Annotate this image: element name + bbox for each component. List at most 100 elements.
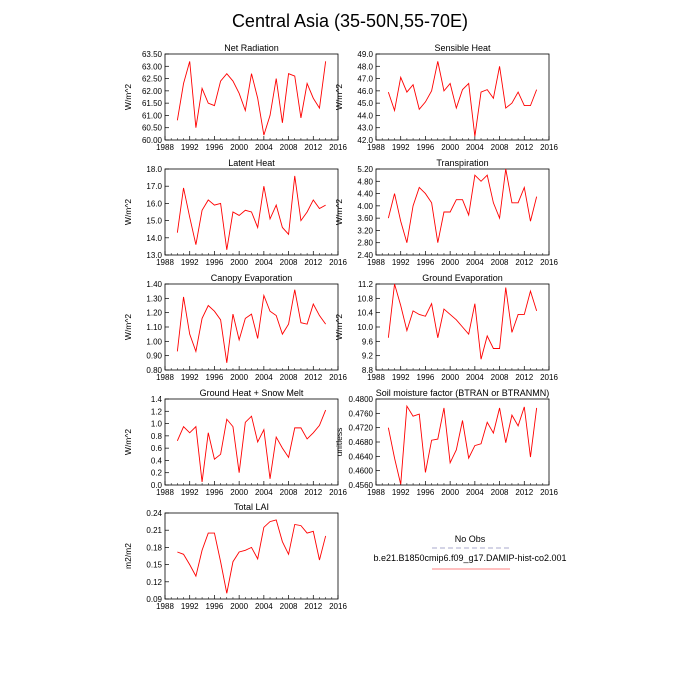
panel-0: Net Radiation 1988 1992 1996 2000 2004 2008 201… [123,43,347,152]
x-tick-label: 2008 [280,258,298,267]
y-tick-label: 44.0 [357,111,373,120]
x-tick-label: 2004 [255,488,273,497]
x-tick-label: 2012 [304,488,322,497]
x-tick-label: 1996 [206,602,224,611]
y-tick-label: 0.4600 [349,467,374,476]
x-tick-label: 1988 [156,143,174,152]
y-axis-label: W/m^2 [334,199,344,225]
panel-7: Soil moisture factor (BTRAN or BTRANMN) 1… [334,388,558,497]
x-tick-label: 1992 [181,143,199,152]
y-tick-label: 15.0 [146,217,162,226]
x-tick-label: 2000 [441,258,459,267]
series-line [176,61,327,136]
y-tick-label: 61.50 [142,99,163,108]
panel-4: Canopy Evaporation 1988 1992 1996 2000 2004 20… [123,273,347,382]
y-tick-label: 1.10 [146,323,162,332]
series-line [176,175,326,250]
y-tick-label: 10.8 [357,294,373,303]
x-tick-label: 2004 [255,373,273,382]
y-tick-label: 4.80 [357,177,373,186]
y-tick-label: 3.60 [357,214,373,223]
y-tick-label: 0.6 [151,444,163,453]
y-tick-label: 1.00 [146,337,162,346]
y-tick-label: 8.8 [362,366,374,375]
y-tick-label: 0.18 [146,543,162,552]
x-tick-label: 2008 [280,373,298,382]
y-tick-label: 63.00 [142,62,163,71]
y-tick-label: 13.0 [146,251,162,260]
x-tick-label: 1988 [156,258,174,267]
y-tick-label: 18.0 [146,165,162,174]
x-tick-label: 1996 [417,373,435,382]
series-line [176,409,327,482]
x-tick-label: 2012 [304,143,322,152]
panel-1: Sensible Heat 1988 1992 1996 2000 2004 2008 201… [334,43,558,152]
x-tick-label: 1992 [392,258,410,267]
series-line [387,168,538,243]
series-line [387,61,538,137]
x-tick-label: 2000 [441,373,459,382]
y-tick-label: 61.00 [142,111,163,120]
y-tick-label: 0.09 [146,595,162,604]
series-line [387,283,538,360]
plot-frame [164,53,339,141]
y-tick-label: 0.4 [151,456,163,465]
y-tick-label: 60.00 [142,136,163,145]
y-axis-label: m2/m2 [123,543,133,569]
x-tick-label: 2004 [466,143,484,152]
y-tick-label: 3.20 [357,226,373,235]
plot-frame [164,283,339,371]
x-tick-label: 2004 [255,258,273,267]
y-axis-label: W/m^2 [123,84,133,110]
y-tick-label: 10.4 [357,309,373,318]
legend-label-no-obs: No Obs [455,534,486,544]
y-tick-label: 47.0 [357,75,373,84]
panel-title: Ground Evaporation [422,273,503,283]
y-tick-label: 5.20 [357,165,373,174]
x-tick-label: 2012 [304,602,322,611]
x-tick-label: 2004 [255,143,273,152]
x-tick-label: 2016 [540,143,558,152]
x-tick-label: 1988 [367,373,385,382]
x-tick-label: 2016 [329,258,347,267]
series-line [176,289,327,363]
y-tick-label: 0.4680 [349,438,374,447]
y-tick-label: 0.15 [146,561,162,570]
x-tick-label: 1996 [206,258,224,267]
x-tick-label: 1992 [181,258,199,267]
x-tick-label: 2016 [329,488,347,497]
y-axis-label: W/m^2 [123,429,133,455]
y-tick-label: 4.40 [357,190,373,199]
x-tick-label: 2000 [230,143,248,152]
panel-8: Total LAI 1988 1992 1996 2000 2004 2008 2012 201… [123,502,347,611]
y-tick-label: 1.4 [151,395,163,404]
x-tick-label: 1996 [206,143,224,152]
y-tick-label: 1.40 [146,280,162,289]
y-tick-label: 4.00 [357,202,373,211]
y-tick-label: 1.2 [151,407,163,416]
x-tick-label: 2012 [515,143,533,152]
y-tick-label: 0.24 [146,509,162,518]
x-tick-label: 1992 [181,602,199,611]
panel-2: Latent Heat 1988 1992 1996 2000 2004 2008 2012 2… [123,158,347,267]
x-tick-label: 1996 [206,488,224,497]
y-tick-label: 42.0 [357,136,373,145]
panel-title: Transpiration [436,158,488,168]
y-tick-label: 0.90 [146,352,162,361]
x-tick-label: 2000 [441,488,459,497]
x-tick-label: 2016 [540,258,558,267]
x-tick-label: 2008 [280,602,298,611]
y-tick-label: 0.12 [146,578,162,587]
series-line [387,404,538,485]
y-tick-label: 1.20 [146,309,162,318]
x-tick-label: 1992 [181,373,199,382]
series-line [177,519,327,594]
x-tick-label: 2008 [280,488,298,497]
y-tick-label: 17.0 [146,182,162,191]
panel-5: Ground Evaporation 1988 1992 1996 2000 2004 20… [334,273,558,382]
x-tick-label: 1988 [156,488,174,497]
x-tick-label: 1988 [367,258,385,267]
x-tick-label: 2000 [230,602,248,611]
y-tick-label: 0.2 [151,469,163,478]
